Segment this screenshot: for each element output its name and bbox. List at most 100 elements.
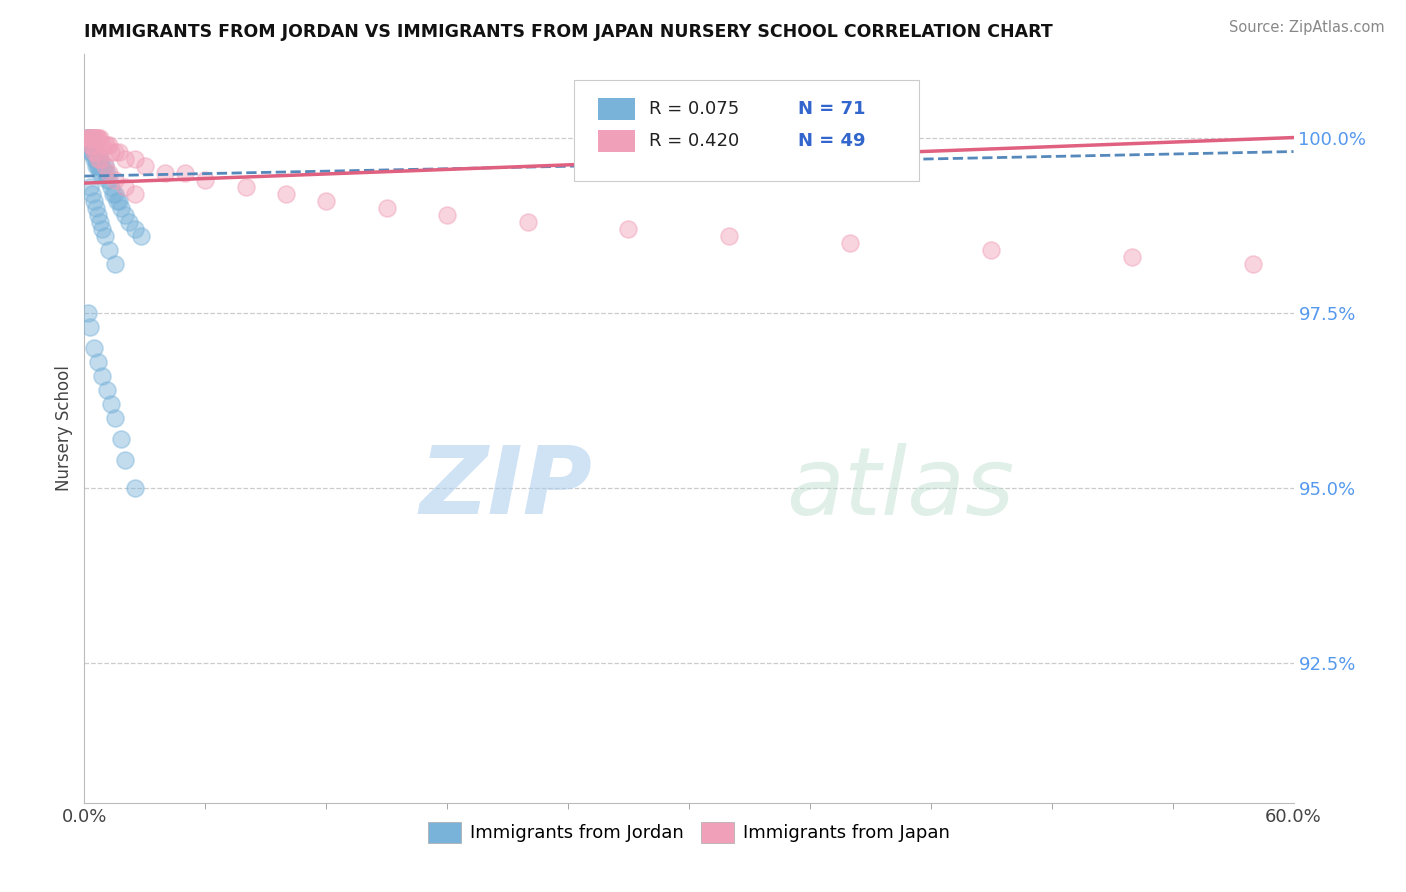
Point (124, 186, 146, 201)
Point (124, 152, 146, 166)
Point (82, 130, 104, 145)
Point (86, 145, 108, 159)
Point (91, 165, 114, 179)
Point (75, 137, 97, 152)
Point (516, 214, 538, 228)
Point (1121, 250, 1143, 264)
Point (79, 137, 101, 152)
Point (97, 243, 120, 257)
Point (77, 137, 100, 152)
Point (91, 159, 114, 173)
Point (107, 145, 129, 159)
Point (86, 152, 108, 166)
Point (124, 221, 146, 235)
Point (87, 152, 110, 166)
Point (83, 194, 105, 208)
Point (89, 214, 111, 228)
Point (77, 305, 100, 319)
Point (315, 194, 337, 208)
Point (104, 257, 127, 271)
Point (83, 145, 105, 159)
Bar (599, 130, 634, 153)
Point (104, 186, 127, 201)
Point (75, 130, 97, 145)
Point (77, 130, 100, 145)
Point (107, 194, 129, 208)
Point (96, 137, 118, 152)
Point (114, 179, 136, 194)
Point (83, 130, 105, 145)
Point (100, 145, 122, 159)
Point (97, 172, 120, 186)
Point (436, 208, 458, 222)
Point (105, 194, 128, 208)
Point (79, 319, 101, 334)
Point (134, 159, 156, 173)
Point (274, 186, 297, 201)
Point (93, 137, 115, 152)
Point (93, 159, 115, 173)
Point (174, 165, 197, 179)
Point (79, 130, 101, 145)
FancyBboxPatch shape (574, 79, 918, 181)
Point (97, 137, 120, 152)
Point (110, 201, 132, 215)
Text: ZIP: ZIP (419, 442, 592, 534)
Point (83, 145, 105, 159)
Point (83, 137, 105, 152)
Point (87, 152, 110, 166)
Point (89, 152, 111, 166)
Point (839, 235, 862, 250)
Point (97, 165, 120, 179)
Point (87, 159, 110, 173)
Point (375, 201, 398, 215)
Point (124, 481, 146, 495)
Point (79, 145, 101, 159)
Point (87, 208, 110, 222)
Point (82, 137, 104, 152)
Point (89, 152, 111, 166)
Point (89, 130, 111, 145)
Point (87, 130, 110, 145)
Text: R = 0.420: R = 0.420 (650, 132, 740, 150)
Point (91, 368, 114, 383)
Text: N = 71: N = 71 (797, 100, 865, 118)
Point (82, 130, 104, 145)
Point (82, 130, 104, 145)
Point (86, 145, 108, 159)
Point (93, 228, 115, 243)
Point (79, 130, 101, 145)
Point (79, 137, 101, 152)
Point (110, 432, 132, 446)
Point (114, 208, 136, 222)
Text: N = 49: N = 49 (797, 132, 865, 150)
Point (96, 172, 118, 186)
Point (79, 179, 101, 194)
Point (91, 221, 114, 235)
Text: IMMIGRANTS FROM JORDAN VS IMMIGRANTS FROM JAPAN NURSERY SCHOOL CORRELATION CHART: IMMIGRANTS FROM JORDAN VS IMMIGRANTS FRO… (84, 23, 1053, 41)
Y-axis label: Nursery School: Nursery School (55, 365, 73, 491)
Point (96, 165, 118, 179)
Point (86, 145, 108, 159)
Point (96, 383, 118, 397)
Point (77, 130, 100, 145)
Point (77, 130, 100, 145)
Point (104, 410, 127, 425)
Point (86, 130, 108, 145)
Point (153, 165, 176, 179)
Point (87, 152, 110, 166)
Point (87, 354, 110, 368)
Point (93, 159, 115, 173)
Point (86, 201, 108, 215)
Point (89, 165, 111, 179)
Point (79, 130, 101, 145)
Point (1241, 257, 1264, 271)
Point (79, 130, 101, 145)
Point (100, 179, 122, 194)
Point (93, 165, 115, 179)
Point (82, 130, 104, 145)
Point (82, 145, 104, 159)
Point (87, 130, 110, 145)
Point (83, 145, 105, 159)
Point (83, 341, 105, 355)
